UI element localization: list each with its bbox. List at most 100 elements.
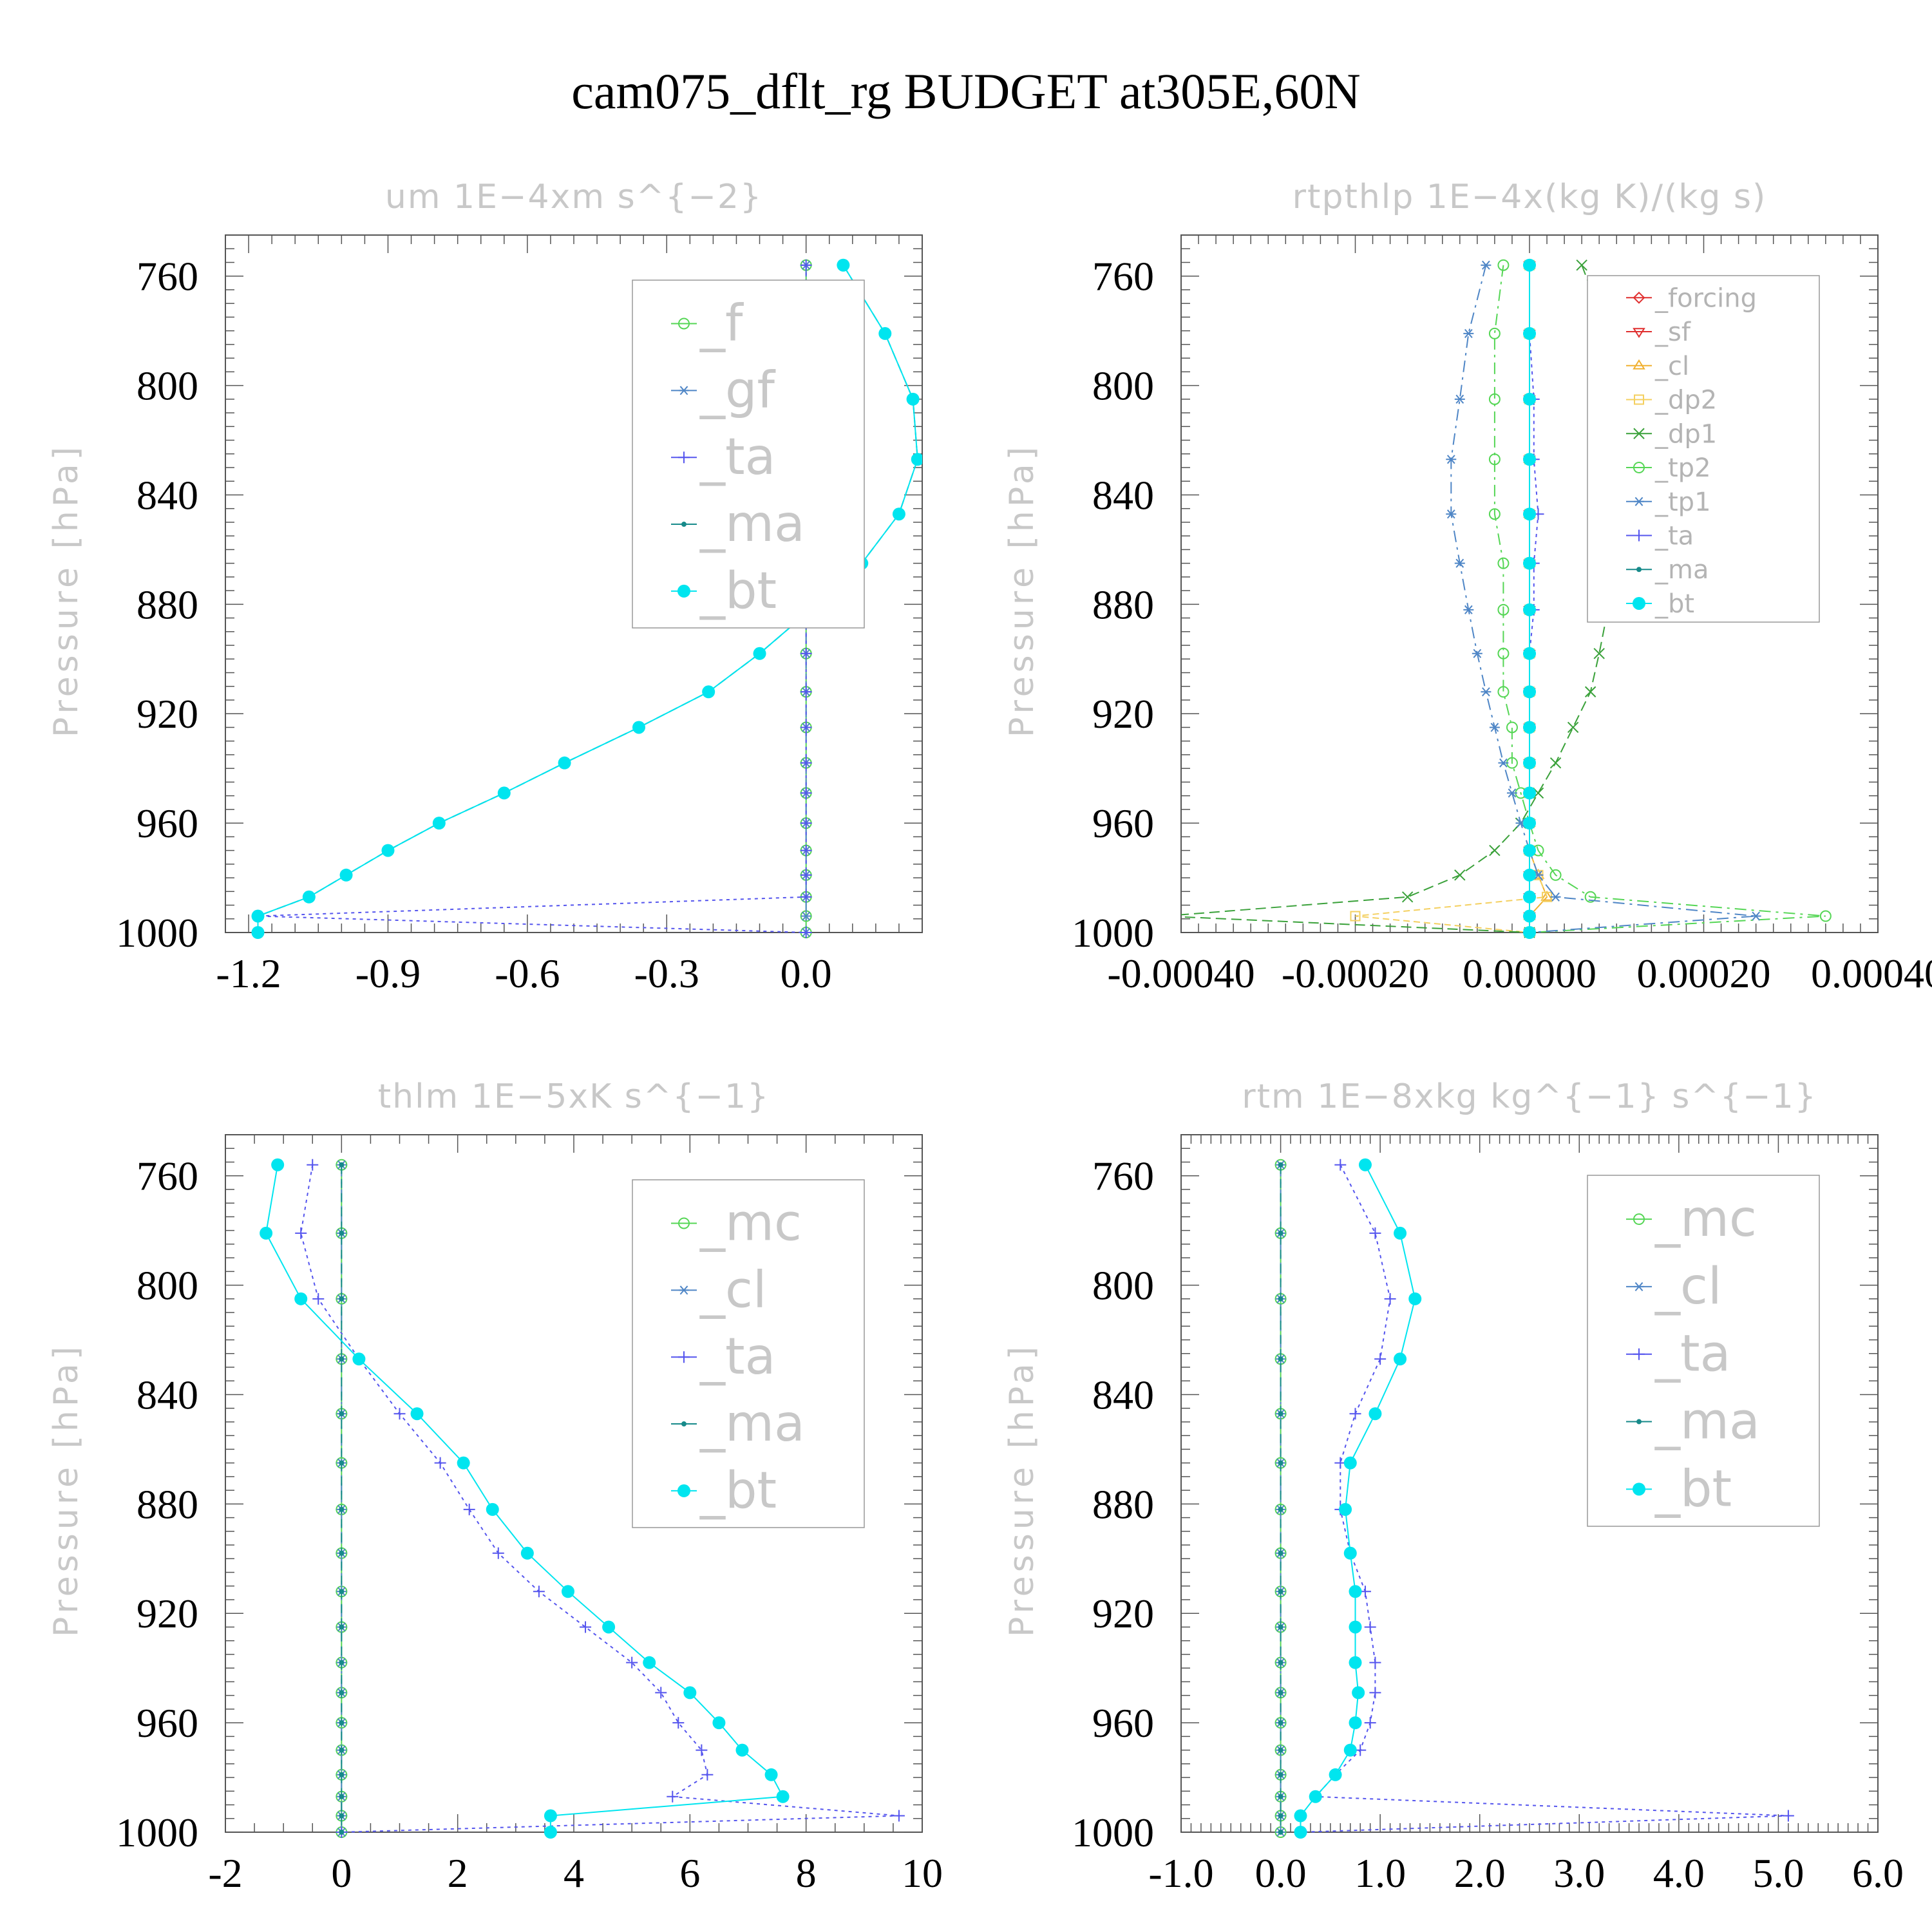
legend-marker bbox=[1634, 497, 1644, 506]
data-point-bt bbox=[251, 909, 265, 923]
data-point-bt bbox=[712, 1716, 726, 1730]
data-point-tp2 bbox=[1549, 869, 1562, 881]
legend-label: _tp1 bbox=[1654, 488, 1711, 517]
data-point-bt bbox=[271, 1158, 285, 1171]
x-tick-label: 8 bbox=[796, 1850, 817, 1896]
x-tick-label: 0.00040 bbox=[1811, 951, 1932, 996]
data-point-ma bbox=[339, 1624, 345, 1630]
data-point-bt bbox=[558, 756, 571, 770]
x-tick-label: -2 bbox=[208, 1850, 242, 1896]
y-tick-label: 880 bbox=[137, 582, 198, 627]
y-axis-label: Pressure [hPa] bbox=[1003, 1343, 1041, 1637]
data-point-ta bbox=[580, 1621, 592, 1633]
data-point-ta bbox=[800, 869, 812, 881]
x-tick-label: 2 bbox=[448, 1850, 468, 1896]
data-point-ma bbox=[339, 1506, 345, 1512]
x-tick-label: 0.0 bbox=[1255, 1850, 1307, 1896]
data-point-ma bbox=[339, 1747, 345, 1753]
data-point-dp1 bbox=[1159, 911, 1169, 922]
data-point-bt bbox=[602, 1620, 616, 1634]
y-tick-label: 840 bbox=[1092, 472, 1154, 518]
data-point-bt bbox=[1309, 1790, 1322, 1803]
data-point-bt bbox=[1349, 1716, 1362, 1730]
data-point-bt bbox=[1523, 392, 1536, 406]
data-point-bt bbox=[1294, 1826, 1307, 1839]
data-point-bt bbox=[1523, 327, 1536, 340]
legend-marker bbox=[678, 1217, 690, 1229]
legend-marker bbox=[678, 317, 690, 330]
legend-label: _cl bbox=[1654, 352, 1689, 381]
panel-title: um 1E−4xm s^{−2} bbox=[385, 178, 762, 216]
data-point-ma bbox=[1278, 1830, 1283, 1835]
data-point-bt bbox=[1523, 890, 1536, 904]
legend-marker bbox=[679, 386, 689, 395]
data-point-ta bbox=[1374, 1353, 1387, 1365]
series-line-dp1 bbox=[1181, 265, 1631, 933]
data-point-ma bbox=[339, 1660, 345, 1665]
data-point-bt bbox=[1349, 1620, 1362, 1634]
data-point-ma bbox=[1278, 1772, 1283, 1777]
legend-label: _tp2 bbox=[1654, 453, 1711, 483]
data-point-ta bbox=[893, 1810, 905, 1822]
legend-marker bbox=[1636, 567, 1642, 573]
series-group bbox=[260, 1158, 905, 1839]
data-point-ma bbox=[339, 1356, 345, 1362]
data-point-bt bbox=[457, 1456, 470, 1470]
x-tick-label: -1.2 bbox=[216, 951, 281, 996]
data-point-bt bbox=[1523, 507, 1536, 521]
legend-marker bbox=[1633, 529, 1645, 542]
data-point-tp1 bbox=[1489, 723, 1500, 732]
data-point-bt bbox=[1343, 1743, 1357, 1757]
data-point-ma bbox=[339, 1411, 345, 1417]
tick-marks bbox=[1180, 1134, 1879, 1833]
data-point-tp1 bbox=[1550, 892, 1561, 902]
legend-label: _mc bbox=[699, 1195, 802, 1253]
data-point-ta bbox=[800, 686, 812, 698]
data-point-ta bbox=[696, 1744, 708, 1756]
data-point-bt bbox=[1523, 756, 1536, 770]
data-point-tp1 bbox=[1481, 260, 1492, 270]
data-point-ta bbox=[393, 1408, 406, 1420]
data-point-bt bbox=[1343, 1456, 1357, 1470]
data-point-ta bbox=[672, 1717, 685, 1729]
data-point-ta bbox=[1369, 1227, 1381, 1239]
panel-um: um 1E−4xm s^{−2} Pressure [hPa] 760 800 840 8… bbox=[47, 178, 923, 996]
panel-rtm: rtm 1E−8xkg kg^{−1} s^{−1} Pressure [hPa]… bbox=[1003, 1077, 1904, 1896]
data-point-tp2 bbox=[1488, 393, 1501, 405]
data-point-bt bbox=[1523, 909, 1536, 923]
data-point-bt bbox=[776, 1790, 790, 1803]
data-point-bt bbox=[432, 817, 446, 830]
legend-label: _ma bbox=[699, 1395, 805, 1453]
legend-label: _bt bbox=[1654, 1460, 1732, 1518]
y-axis-label: Pressure [hPa] bbox=[1003, 443, 1041, 737]
panel-title: rtpthlp 1E−4x(kg K)/(kg s) bbox=[1293, 178, 1767, 216]
data-point-ta bbox=[626, 1656, 638, 1669]
data-point-tp2 bbox=[1819, 910, 1832, 922]
panels: um 1E−4xm s^{−2} Pressure [hPa] 760 800 840 8… bbox=[47, 178, 1932, 1896]
data-point-bt bbox=[1294, 1809, 1307, 1823]
data-point-bt bbox=[520, 1546, 534, 1560]
data-point-ma bbox=[339, 1230, 345, 1236]
legend-box bbox=[632, 1179, 865, 1528]
data-point-tp1 bbox=[1454, 558, 1465, 568]
data-point-ta bbox=[1369, 1687, 1381, 1699]
legend-marker bbox=[681, 1421, 687, 1427]
x-tick-label: -0.6 bbox=[495, 951, 560, 996]
y-tick-label: 760 bbox=[137, 254, 198, 299]
y-tick-label: 800 bbox=[137, 1263, 198, 1309]
panel-title: thlm 1E−5xK s^{−1} bbox=[378, 1077, 770, 1116]
legend-marker bbox=[681, 522, 687, 527]
data-point-ma bbox=[339, 1550, 345, 1556]
y-tick-label: 1000 bbox=[116, 910, 198, 956]
data-point-bt bbox=[1329, 1768, 1342, 1781]
tick-marks bbox=[225, 234, 923, 933]
data-point-tp1 bbox=[1454, 394, 1465, 404]
x-tick-label: 1.0 bbox=[1354, 1850, 1406, 1896]
y-tick-label: 880 bbox=[137, 1481, 198, 1527]
legend: _forcing _sf _cl _dp2 _dp1 _tp2 _tp1 _ta _ma _bt bbox=[1587, 275, 1820, 623]
series-group bbox=[1274, 1158, 1794, 1839]
data-point-bt bbox=[1358, 1158, 1372, 1171]
data-point-bt bbox=[381, 844, 395, 857]
data-point-cl bbox=[1540, 890, 1553, 901]
